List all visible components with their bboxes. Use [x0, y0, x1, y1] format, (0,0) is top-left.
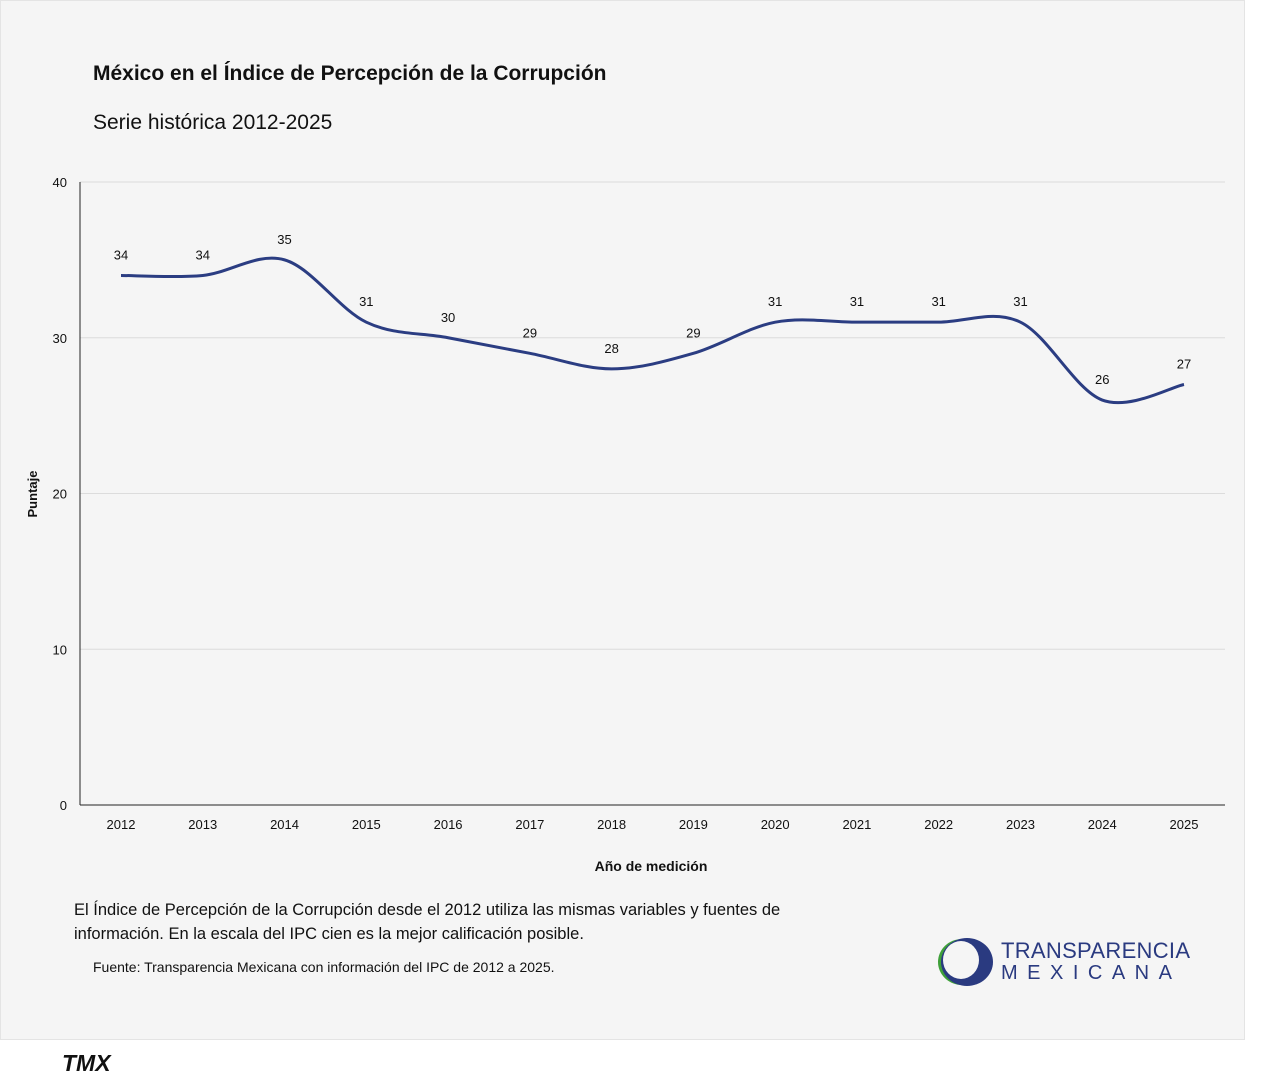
x-tick-label: 2014	[270, 817, 299, 832]
logo-line1: TRANSPARENCIA	[1001, 938, 1191, 963]
chart-subtitle: Serie histórica 2012-2025	[93, 111, 333, 134]
data-label: 31	[768, 294, 782, 309]
y-axis-title: Puntaje	[25, 471, 40, 518]
x-tick-label: 2020	[761, 817, 790, 832]
line-chart: 0 10 20 30 40 2012 2013 2014 2015 2016 2017 2018 201…	[25, 175, 1225, 874]
x-tick-label: 2024	[1088, 817, 1117, 832]
data-label: 31	[931, 294, 945, 309]
data-label: 35	[277, 232, 291, 247]
x-tick-label: 2017	[515, 817, 544, 832]
data-label: 31	[359, 294, 373, 309]
y-tick-label: 0	[60, 798, 67, 813]
x-tick-label: 2019	[679, 817, 708, 832]
x-tick-label: 2015	[352, 817, 381, 832]
x-tick-label: 2025	[1170, 817, 1199, 832]
data-label: 31	[1013, 294, 1027, 309]
x-tick-label: 2022	[924, 817, 953, 832]
data-label: 34	[196, 247, 210, 262]
data-label: 29	[686, 325, 700, 340]
data-label: 31	[850, 294, 864, 309]
logo-circle-icon	[938, 938, 993, 986]
series-line	[120, 256, 1185, 405]
y-tick-label: 40	[53, 175, 67, 190]
data-label: 27	[1177, 356, 1191, 371]
data-label: 28	[604, 341, 618, 356]
data-label: 29	[523, 325, 537, 340]
chart-note: El Índice de Percepción de la Corrupción…	[74, 901, 781, 943]
x-axis-title: Año de medición	[595, 858, 708, 874]
x-tick-label: 2016	[434, 817, 463, 832]
footer-brand: TMX	[62, 1050, 111, 1076]
y-tick-label: 20	[53, 487, 67, 502]
chart-source: Fuente: Transparencia Mexicana con infor…	[93, 959, 555, 975]
data-label: 26	[1095, 372, 1109, 387]
data-label: 34	[114, 247, 128, 262]
x-tick-label: 2023	[1006, 817, 1035, 832]
y-tick-label: 30	[53, 331, 67, 346]
chart-panel	[0, 0, 1245, 1040]
logo-line2: MEXICANA	[1001, 962, 1182, 984]
x-tick-label: 2021	[842, 817, 871, 832]
x-tick-label: 2012	[107, 817, 136, 832]
data-label: 30	[441, 310, 455, 325]
y-tick-label: 10	[53, 642, 67, 657]
x-tick-label: 2018	[597, 817, 626, 832]
x-tick-label: 2013	[188, 817, 217, 832]
chart-title: México en el Índice de Percepción de la …	[93, 62, 607, 85]
